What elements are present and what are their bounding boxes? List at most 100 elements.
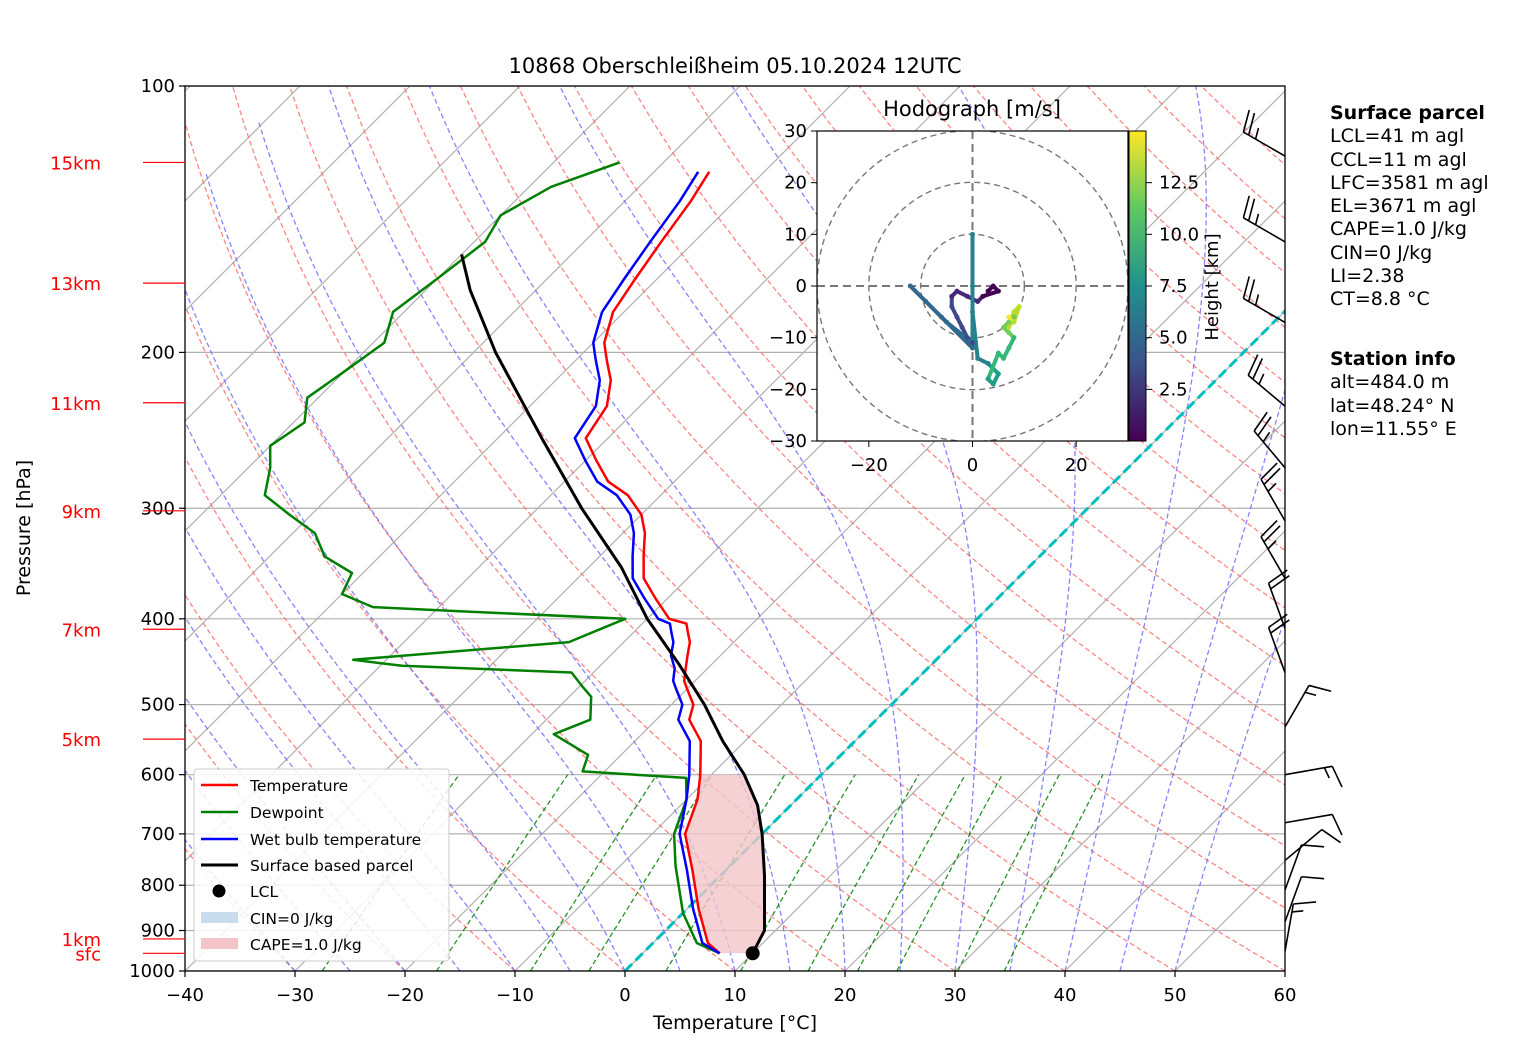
parcel-cin: CIN=0 J/kg xyxy=(1330,241,1433,264)
colorbar-tick-label: 10.0 xyxy=(1159,224,1199,245)
dry-adiabat xyxy=(402,86,1285,971)
hodo-point xyxy=(1011,309,1017,315)
hodo-point xyxy=(944,319,950,325)
wind-barb xyxy=(1242,195,1286,243)
colorbar-ticks: 2.5 5.0 7.5 10.0 12.5 xyxy=(1146,173,1199,400)
isotherm xyxy=(185,86,411,312)
barb-staff xyxy=(1267,582,1286,629)
parcel-ccl: CCL=11 m agl xyxy=(1330,148,1467,171)
barb-staff xyxy=(1284,876,1303,923)
y-tick-label: 300 xyxy=(141,498,175,519)
barb-staff xyxy=(1247,374,1286,407)
legend-swatch-lcl xyxy=(212,884,226,898)
parcel-li: LI=2.38 xyxy=(1330,265,1405,288)
wind-barb xyxy=(1284,765,1343,788)
height-label: sfc xyxy=(75,944,101,965)
hodo-y-tick-label: −20 xyxy=(769,379,807,400)
wind-barb xyxy=(1284,875,1325,923)
mixing-ratio-line xyxy=(588,774,713,971)
mixing-ratio-line xyxy=(436,774,569,971)
barb-staff xyxy=(1260,536,1286,579)
hodo-point xyxy=(923,299,929,304)
mixing-ratio-line xyxy=(957,774,1060,971)
wetbulb-line xyxy=(573,171,721,955)
barb-flag xyxy=(1270,575,1290,590)
barb-flag xyxy=(1257,416,1272,437)
x-tick-label: −20 xyxy=(386,985,424,1006)
barb-flag xyxy=(1331,814,1343,836)
legend-label-temperature: Temperature xyxy=(249,777,348,795)
barb-flag xyxy=(1242,276,1251,299)
dry-adiabat xyxy=(185,593,516,971)
mixing-ratio-line xyxy=(740,774,856,971)
isotherm xyxy=(185,86,631,532)
barb-half-flag xyxy=(1254,127,1260,140)
hodo-segment xyxy=(970,309,980,361)
hodo-point xyxy=(964,293,970,299)
hodo-point xyxy=(995,288,1001,294)
barb-half-flag xyxy=(1254,213,1260,226)
isotherm xyxy=(1064,750,1285,971)
wind-barb xyxy=(1260,462,1286,522)
x-tick-label: 50 xyxy=(1164,985,1187,1006)
barb-flag xyxy=(1263,525,1281,543)
surface-parcel-heading: Surface parcel xyxy=(1330,102,1485,124)
legend-swatch-cin xyxy=(201,912,238,923)
x-axis-label: Temperature [°C] xyxy=(652,1012,817,1034)
x-tick-label: 20 xyxy=(834,985,857,1006)
hodo-y-tick-label: 30 xyxy=(784,121,807,142)
hodo-x-tick-label: −20 xyxy=(850,455,888,476)
wind-barb xyxy=(1242,276,1286,324)
isotherm xyxy=(185,86,521,422)
x-tick-label: −40 xyxy=(166,985,204,1006)
moist-adiabat xyxy=(1064,86,1207,971)
barb-half-flag xyxy=(1304,691,1317,697)
dewpoint-line xyxy=(263,161,721,955)
temperature-line xyxy=(584,171,721,955)
x-tick-label: −10 xyxy=(496,985,534,1006)
hodo-point xyxy=(1001,324,1007,330)
mixing-ratio-line xyxy=(857,774,966,971)
legend-label-lcl: LCL xyxy=(250,883,278,901)
hodo-point xyxy=(995,371,1001,377)
legend-label-wetbulb: Wet bulb temperature xyxy=(250,831,421,849)
dry-adiabat xyxy=(185,303,736,971)
height-label: 9km xyxy=(62,502,101,523)
barb-staff xyxy=(1253,430,1286,469)
barb-flag xyxy=(1260,519,1278,538)
hodo-y-tick-label: −30 xyxy=(769,431,807,452)
colorbar xyxy=(1128,130,1147,442)
barb-flag xyxy=(1331,765,1343,788)
barb-staff xyxy=(1267,627,1286,673)
height-label: 5km xyxy=(62,730,101,751)
hodo-point xyxy=(1006,314,1012,320)
barb-half-flag xyxy=(1258,373,1265,385)
colorbar-tick-label: 7.5 xyxy=(1159,276,1188,297)
surface-parcel-panel: Surface parcel LCL=41 m agl CCL=11 m agl… xyxy=(1330,102,1489,312)
isotherm xyxy=(185,86,851,752)
cape-cin-fill xyxy=(685,774,765,954)
x-tick-label: 10 xyxy=(724,985,747,1006)
y-tick-label: 700 xyxy=(141,824,175,845)
hodo-y-tick-label: 0 xyxy=(796,276,807,297)
hodo-point xyxy=(1006,330,1012,335)
station-info-panel: Station info alt=484.0 m lat=48.24° N lo… xyxy=(1330,348,1457,441)
wind-barb xyxy=(1267,569,1290,629)
barb-flag xyxy=(1268,569,1288,584)
hodo-y-tick-label: −10 xyxy=(769,328,807,349)
colorbar-label: Height [km] xyxy=(1202,233,1223,340)
colorbar-tick-label: 5.0 xyxy=(1159,328,1188,349)
x-tick-label: 40 xyxy=(1054,985,1077,1006)
parcel-lfc: LFC=3581 m agl xyxy=(1330,171,1489,194)
profile-lines xyxy=(263,161,766,961)
dry-adiabat xyxy=(573,86,1285,786)
barb-flag xyxy=(1270,619,1290,634)
wind-barb xyxy=(1284,844,1325,891)
hodo-x-tick-label: 20 xyxy=(1065,455,1088,476)
y-tick-label: 800 xyxy=(141,875,175,896)
parcel-lcl: LCL=41 m agl xyxy=(1330,125,1465,148)
barb-staff xyxy=(1284,903,1295,952)
barb-staff xyxy=(1243,217,1286,243)
barb-staff xyxy=(1260,478,1286,522)
